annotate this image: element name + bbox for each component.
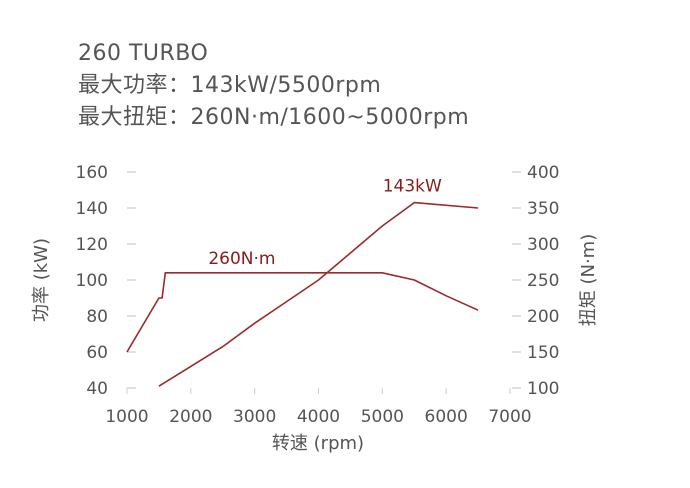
y-right-tick-label: 250 xyxy=(527,271,559,291)
x-tick-label: 4000 xyxy=(297,407,340,427)
y-axis-right-title: 扭矩 (N·m) xyxy=(578,234,599,327)
x-tick-label: 7000 xyxy=(488,407,531,427)
y-left-tick-label: 120 xyxy=(76,235,108,255)
torque-plateau-label: 260N·m xyxy=(208,249,275,269)
torque-curve xyxy=(126,271,479,353)
max-power-line: 最大功率：143kW/5500rpm xyxy=(78,73,382,98)
x-tick-label: 5000 xyxy=(361,407,404,427)
y-left-tick-label: 40 xyxy=(86,379,108,399)
x-tick-label: 2000 xyxy=(169,407,212,427)
x-tick-label: 3000 xyxy=(233,407,276,427)
power-peak-label: 143kW xyxy=(383,177,442,197)
model-title: 260 TURBO xyxy=(78,41,209,66)
y-right-tick-label: 300 xyxy=(527,235,559,255)
y-left-tick-label: 60 xyxy=(86,343,108,363)
y-axis-left-title: 功率 (kW) xyxy=(31,238,52,322)
y-right-tick-label: 150 xyxy=(527,343,559,363)
y-right-tick-label: 350 xyxy=(527,199,559,219)
power-curve xyxy=(158,201,479,387)
max-torque-line: 最大扭矩：260N·m/1600~5000rpm xyxy=(78,105,470,130)
y-left-tick-label: 100 xyxy=(76,271,108,291)
chart-header: 260 TURBO 最大功率：143kW/5500rpm 最大扭矩：260N·m… xyxy=(78,38,469,134)
y-right-tick-label: 100 xyxy=(527,379,559,399)
annotations: 143kW 260N·m xyxy=(208,177,442,269)
tick-labels: 1000 2000 3000 4000 5000 6000 7000 160 140 120 100… xyxy=(76,163,560,427)
series-lines xyxy=(126,201,479,387)
x-tick-label: 1000 xyxy=(105,407,148,427)
y-right-tick-label: 200 xyxy=(527,307,559,327)
y-left-tick-label: 80 xyxy=(86,307,108,327)
y-left-tick-label: 160 xyxy=(76,163,108,183)
x-axis-title: 转速 (rpm) xyxy=(272,433,364,454)
axes xyxy=(126,171,521,394)
y-right-tick-label: 400 xyxy=(527,163,559,183)
x-tick-label: 6000 xyxy=(425,407,468,427)
y-left-tick-label: 140 xyxy=(76,199,108,219)
